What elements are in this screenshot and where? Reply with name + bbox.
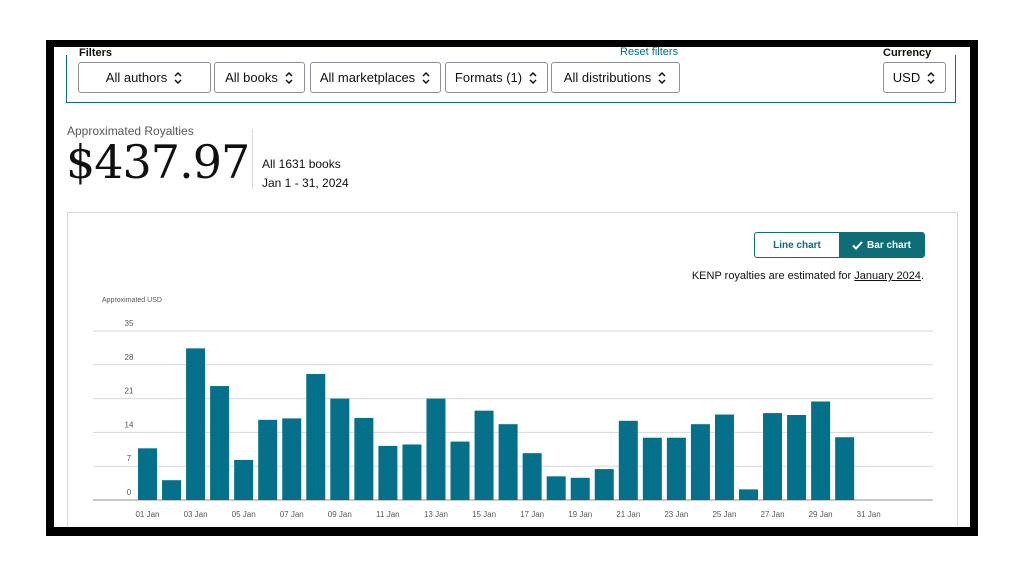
bar-05-jan[interactable]	[234, 459, 254, 500]
royalties-dashboard: Filters Reset filters Currency All autho…	[54, 47, 970, 527]
sort-chevron-icon	[174, 71, 182, 84]
x-tick-label: 23 Jan	[664, 510, 688, 519]
bar-07-jan[interactable]	[282, 418, 302, 500]
distributions-select-value: All distributions	[563, 70, 652, 85]
bar-02-jan[interactable]	[162, 480, 182, 500]
summary-divider	[252, 129, 253, 189]
y-tick-label: 35	[125, 319, 134, 328]
x-tick-label: 15 Jan	[472, 510, 496, 519]
bar-11-jan[interactable]	[378, 445, 398, 500]
reset-filters-link[interactable]: Reset filters	[620, 47, 679, 58]
x-tick-label: 03 Jan	[184, 510, 208, 519]
marketplaces-select-value: All marketplaces	[319, 70, 416, 85]
books-select-value: All books	[225, 70, 278, 85]
books-count: All 1631 books	[262, 157, 341, 171]
bar-10-jan[interactable]	[354, 417, 374, 500]
y-tick-label: 14	[125, 420, 134, 429]
bar-22-jan[interactable]	[642, 437, 662, 500]
x-tick-label: 13 Jan	[424, 510, 448, 519]
bar-27-jan[interactable]	[763, 413, 783, 500]
x-tick-label: 29 Jan	[809, 510, 833, 519]
line-chart-button[interactable]: Line chart	[773, 239, 821, 251]
royalties-label: Approximated Royalties	[67, 124, 194, 138]
sort-chevron-icon	[285, 71, 293, 84]
y-tick-label: 21	[125, 387, 134, 396]
date-range: Jan 1 - 31, 2024	[262, 176, 349, 190]
marketplaces-select[interactable]: All marketplaces	[310, 62, 441, 93]
bar-30-jan[interactable]	[835, 437, 855, 500]
bar-21-jan[interactable]	[618, 420, 638, 500]
sort-chevron-icon	[422, 71, 430, 84]
checkmark-icon	[852, 240, 863, 250]
bar-06-jan[interactable]	[258, 419, 278, 500]
x-tick-label: 09 Jan	[328, 510, 352, 519]
distributions-select[interactable]: All distributions	[551, 62, 680, 93]
bar-chart-button[interactable]: Bar chart	[839, 233, 924, 257]
sort-chevron-icon	[529, 71, 537, 84]
x-tick-label: 07 Jan	[280, 510, 304, 519]
bar-19-jan[interactable]	[570, 477, 590, 500]
bar-01-jan[interactable]	[138, 448, 157, 500]
x-tick-label: 05 Jan	[232, 510, 256, 519]
bar-08-jan[interactable]	[306, 373, 326, 500]
filter-panel	[66, 55, 956, 103]
bar-14-jan[interactable]	[450, 441, 470, 500]
bar-09-jan[interactable]	[330, 398, 350, 500]
filters-title: Filters	[79, 47, 113, 59]
bar-17-jan[interactable]	[522, 453, 542, 500]
currency-title: Currency	[883, 47, 932, 59]
bar-20-jan[interactable]	[594, 469, 614, 500]
x-tick-label: 25 Jan	[712, 510, 736, 519]
bar-chart-label: Bar chart	[867, 239, 911, 251]
chart-panel: Line chart Bar chart KENP royalties are …	[67, 212, 958, 527]
sort-chevron-icon	[927, 71, 935, 84]
authors-select-value: All authors	[105, 70, 168, 85]
royalties-bar-chart: 0 7 14 21 28 35 01 Jan 03 Jan 05 Jan 07 Jan 09 Jan…	[93, 319, 933, 519]
x-tick-label: 17 Jan	[520, 510, 544, 519]
bar-23-jan[interactable]	[666, 437, 686, 500]
bar-13-jan[interactable]	[426, 398, 446, 500]
kenp-month-link[interactable]: January 2024	[854, 270, 921, 282]
formats-select[interactable]: Formats (1)	[445, 62, 548, 93]
chart-type-toggle: Line chart Bar chart	[754, 232, 925, 258]
x-tick-label: 11 Jan	[376, 510, 399, 519]
x-tick-label: 01 Jan	[135, 510, 159, 519]
sort-chevron-icon	[658, 71, 666, 84]
x-tick-label: 21 Jan	[616, 510, 640, 519]
x-tick-label: 27 Jan	[761, 510, 785, 519]
books-select[interactable]: All books	[214, 62, 305, 93]
y-tick-label: 0	[127, 488, 132, 497]
bar-28-jan[interactable]	[787, 415, 807, 500]
currency-select-value: USD	[892, 70, 921, 85]
bar-25-jan[interactable]	[714, 414, 734, 500]
authors-select[interactable]: All authors	[78, 62, 211, 93]
x-tick-label: 19 Jan	[568, 510, 592, 519]
y-axis-label: Approximated USD	[102, 297, 162, 304]
bar-04-jan[interactable]	[210, 386, 230, 500]
kenp-note-text: KENP royalties are estimated for	[691, 270, 855, 282]
bar-24-jan[interactable]	[690, 424, 710, 500]
bar-16-jan[interactable]	[498, 424, 518, 500]
currency-select[interactable]: USD	[883, 62, 946, 93]
bar-18-jan[interactable]	[546, 476, 566, 500]
x-tick-label: 31 Jan	[857, 510, 881, 519]
formats-select-value: Formats (1)	[454, 70, 523, 85]
royalties-amount: $437.97	[66, 135, 250, 189]
kenp-note-suffix: .	[920, 270, 924, 282]
bar-26-jan[interactable]	[739, 489, 758, 500]
kenp-note: KENP royalties are estimated for January…	[692, 270, 924, 282]
y-tick-label: 28	[125, 353, 134, 362]
y-tick-label: 7	[127, 454, 132, 463]
bar-15-jan[interactable]	[474, 410, 494, 500]
bar-29-jan[interactable]	[811, 401, 831, 500]
bar-03-jan[interactable]	[186, 348, 206, 500]
bar-12-jan[interactable]	[402, 444, 422, 500]
